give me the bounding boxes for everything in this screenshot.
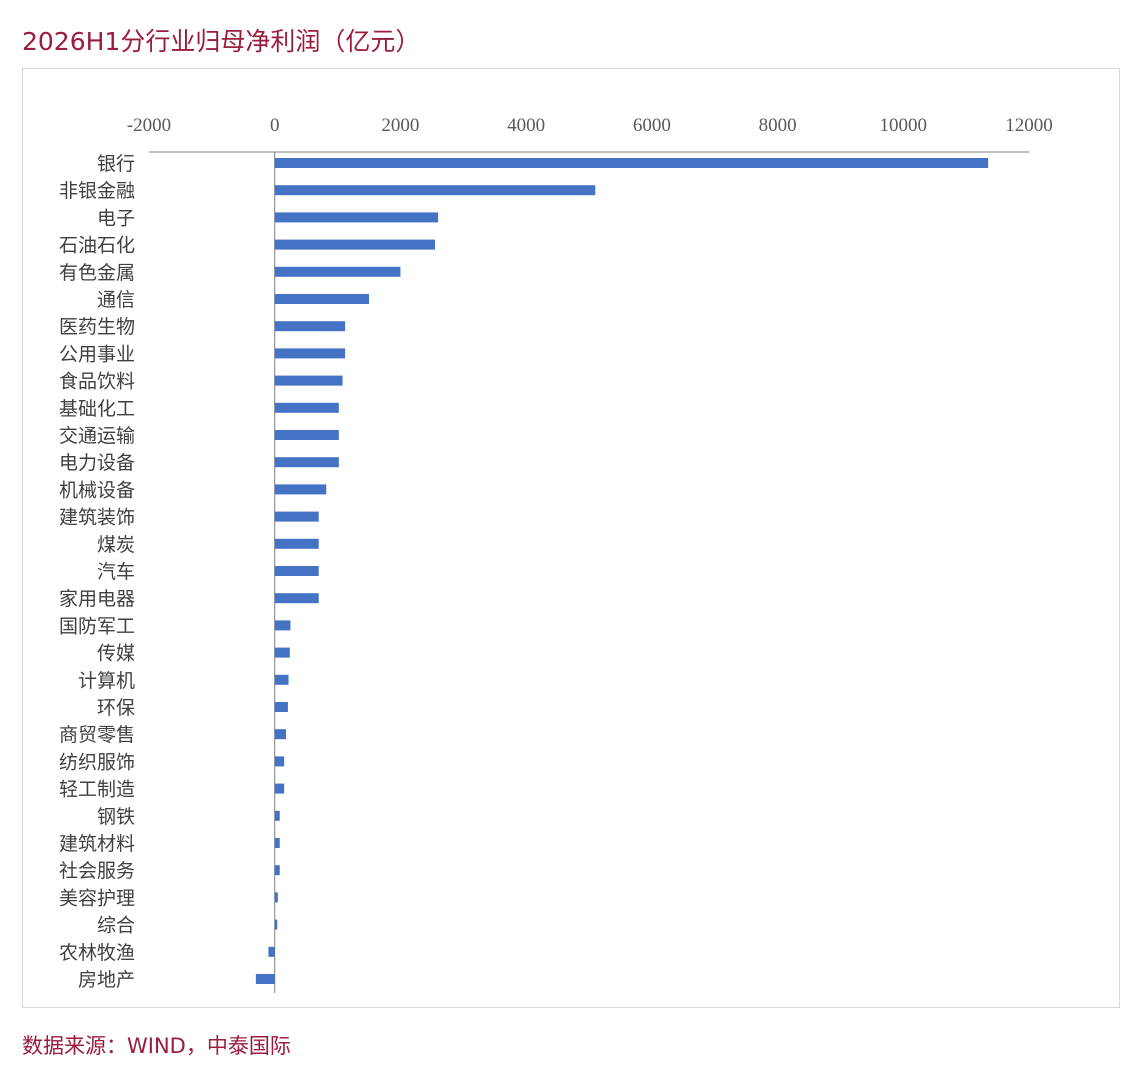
category-label: 通信 [97, 289, 135, 311]
category-label: 电子 [97, 207, 135, 229]
bar [274, 810, 280, 821]
bar [255, 974, 275, 984]
category-label: 医药生物 [59, 316, 135, 338]
bar [274, 566, 319, 576]
bar [274, 266, 401, 277]
bar [274, 647, 290, 658]
category-label: 家用电器 [59, 588, 135, 610]
chart-frame: -2000 0 2000 4000 6000 8000 10000 12000 银行非银金融电子… [22, 68, 1120, 1008]
bar [274, 729, 287, 740]
category-label: 商贸零售 [59, 724, 135, 746]
bar [274, 484, 327, 495]
bar [274, 321, 346, 332]
category-label: 钢铁 [97, 806, 135, 828]
bar [274, 593, 319, 604]
x-tick-label: 10000 [880, 115, 928, 136]
category-label: 社会服务 [59, 860, 135, 882]
category-label: 纺织服饰 [59, 751, 135, 773]
x-tick-label: 6000 [633, 115, 671, 136]
bar [274, 702, 288, 712]
x-tick-label: -2000 [127, 115, 171, 136]
category-label: 机械设备 [59, 479, 135, 501]
category-label: 非银金融 [59, 180, 135, 202]
category-label: 建筑材料 [59, 833, 135, 855]
bar [274, 185, 596, 196]
bar [274, 511, 319, 522]
bar [274, 620, 291, 631]
category-label: 煤炭 [97, 534, 135, 556]
category-label: 综合 [97, 915, 135, 937]
category-label: 公用事业 [59, 343, 135, 365]
category-label: 汽车 [97, 561, 135, 583]
category-label: 交通运输 [59, 425, 135, 447]
chart-title: 2026H1分行业归母净利润（亿元） [22, 27, 421, 56]
x-tick-label: 4000 [507, 115, 545, 136]
source-note: 数据来源：WIND，中泰国际 [22, 1034, 291, 1058]
bar [274, 430, 339, 440]
bar [274, 783, 285, 794]
bar [274, 538, 319, 549]
category-label: 计算机 [78, 670, 135, 692]
bar [274, 865, 280, 876]
bar-chart: -2000 0 2000 4000 6000 8000 10000 12000 银行非银金融电子… [59, 115, 1053, 993]
bar [274, 457, 339, 468]
category-label: 建筑装饰 [59, 507, 135, 529]
bar [274, 158, 989, 168]
category-label: 银行 [97, 153, 135, 175]
category-label: 电力设备 [59, 452, 135, 474]
category-label: 美容护理 [59, 887, 135, 909]
bar [274, 402, 339, 413]
x-tick-label: 12000 [1005, 115, 1053, 136]
bar [274, 892, 278, 903]
x-tick-label: 2000 [381, 115, 419, 136]
bar [274, 375, 343, 386]
bar [274, 838, 280, 848]
category-label: 石油石化 [59, 235, 135, 257]
bar [268, 946, 275, 957]
category-label: 基础化工 [59, 398, 135, 420]
category-label: 轻工制造 [59, 779, 135, 801]
category-label: 环保 [97, 697, 135, 719]
bar [274, 212, 439, 223]
category-label: 房地产 [78, 969, 135, 991]
category-label: 国防军工 [59, 615, 135, 637]
bar [274, 756, 285, 767]
category-label: 农林牧渔 [59, 942, 135, 964]
bar [274, 294, 369, 304]
category-label: 食品饮料 [59, 371, 135, 393]
bar [274, 239, 435, 250]
bar [274, 674, 289, 685]
x-tick-label: 8000 [759, 115, 797, 136]
category-label: 传媒 [97, 643, 135, 665]
bar [274, 919, 278, 930]
bar [274, 348, 346, 359]
x-tick-label: 0 [270, 115, 280, 136]
category-label: 有色金属 [59, 262, 135, 284]
